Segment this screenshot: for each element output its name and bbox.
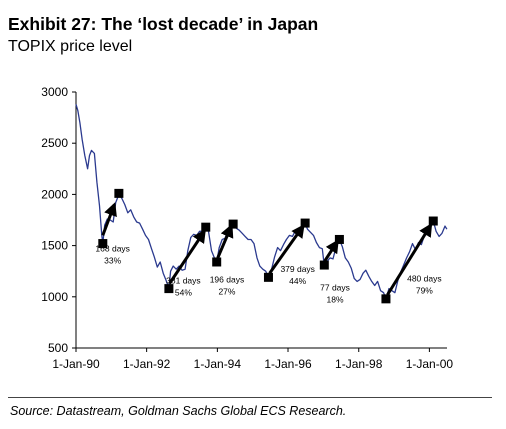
- turning-point-marker: [228, 219, 238, 229]
- y-tick-label: 3000: [41, 85, 68, 99]
- rally-annotation: 18%: [327, 295, 344, 305]
- y-tick-label: 1500: [41, 239, 68, 253]
- rally-arrow: [101, 202, 117, 236]
- topix-series-line: [75, 104, 448, 300]
- x-tick-label: 1-Jan-98: [335, 357, 383, 371]
- chart-title: Exhibit 27: The ‘lost decade’ in Japan: [8, 14, 319, 34]
- rally-arrow: [268, 223, 305, 275]
- x-tick-label: 1-Jan-96: [264, 357, 312, 371]
- rally-annotation: 44%: [289, 276, 306, 286]
- rally-arrow: [168, 229, 206, 285]
- rally-annotation: 480 days: [407, 273, 442, 283]
- x-tick-label: 1-Jan-00: [406, 357, 454, 371]
- rally-annotation: 379 days: [280, 264, 315, 274]
- source-note: Source: Datastream, Goldman Sachs Global…: [10, 404, 347, 418]
- rally-annotation: 79%: [416, 285, 433, 295]
- x-tick-label: 1-Jan-90: [52, 357, 100, 371]
- turning-point-marker: [319, 260, 329, 270]
- turning-point-marker: [164, 284, 174, 294]
- rally-annotation: 196 days: [210, 274, 245, 284]
- x-tick-label: 1-Jan-92: [123, 357, 171, 371]
- rally-annotation: 33%: [104, 256, 121, 266]
- y-tick-label: 1000: [41, 290, 68, 304]
- turning-point-marker: [381, 294, 391, 304]
- rally-annotation: 168 days: [95, 244, 130, 254]
- turning-point-marker: [263, 272, 273, 282]
- x-tick-label: 1-Jan-94: [194, 357, 242, 371]
- turning-point-marker: [98, 239, 108, 249]
- chart-axes: 500 1000 1500 2000 2500 3000 1-Jan-90 1-Jan-92 1…: [41, 85, 453, 371]
- chart-plot-area: 168 days 33% 381 days 54% 196 days 27% 379 day…: [75, 104, 448, 305]
- turning-point-marker: [114, 188, 124, 198]
- rally-arrow: [386, 222, 433, 296]
- y-tick-label: 2500: [41, 136, 68, 150]
- turning-point-marker: [428, 216, 438, 226]
- turning-point-marker: [201, 222, 211, 232]
- turning-point-marker: [300, 218, 310, 228]
- turning-point-marker: [334, 234, 344, 244]
- rally-annotation: 27%: [218, 286, 235, 296]
- rally-arrow: [216, 223, 234, 259]
- footer-divider: [8, 397, 492, 398]
- rally-annotation: 54%: [175, 287, 192, 297]
- y-tick-label: 2000: [41, 187, 68, 201]
- chart-subtitle: TOPIX price level: [8, 38, 133, 55]
- turning-point-marker: [212, 257, 222, 267]
- rally-annotation: 77 days: [320, 283, 350, 293]
- y-tick-label: 500: [48, 341, 68, 355]
- rally-annotation: 381 days: [166, 275, 201, 285]
- rally-arrow: [323, 239, 339, 262]
